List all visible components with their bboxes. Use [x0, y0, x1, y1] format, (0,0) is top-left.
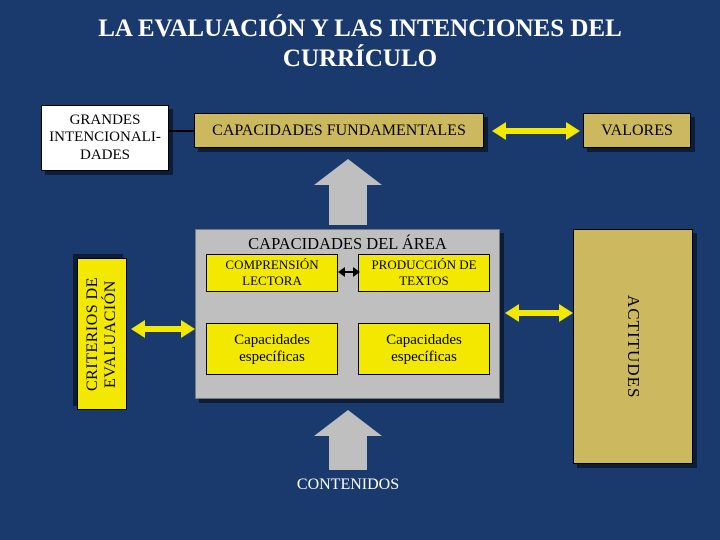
label-contenidos: CONTENIDOS [268, 476, 428, 494]
box-capacidades-fundamentales: CAPACIDADES FUNDAMENTALES [194, 113, 484, 148]
box-capacidades-esp-1: Capacidades específicas [206, 323, 338, 375]
box-actitudes: ACTITUDES [573, 229, 693, 464]
box-comprension-lectora: COMPRENSIÓN LECTORA [206, 254, 338, 292]
area-title: CAPACIDADES DEL ÁREA [196, 234, 499, 254]
connector-line [169, 130, 194, 132]
page-title: LA EVALUACIÓN Y LAS INTENCIONES DEL CURR… [0, 0, 720, 82]
box-grandes: GRANDES INTENCIONALI- DADES [41, 105, 169, 171]
box-valores: VALORES [583, 113, 691, 148]
box-produccion-textos: PRODUCCIÓN DE TEXTOS [358, 254, 490, 292]
box-criterios: CRITERIOS DE EVALUACIÓN [77, 258, 127, 410]
box-capacidades-esp-2: Capacidades específicas [358, 323, 490, 375]
